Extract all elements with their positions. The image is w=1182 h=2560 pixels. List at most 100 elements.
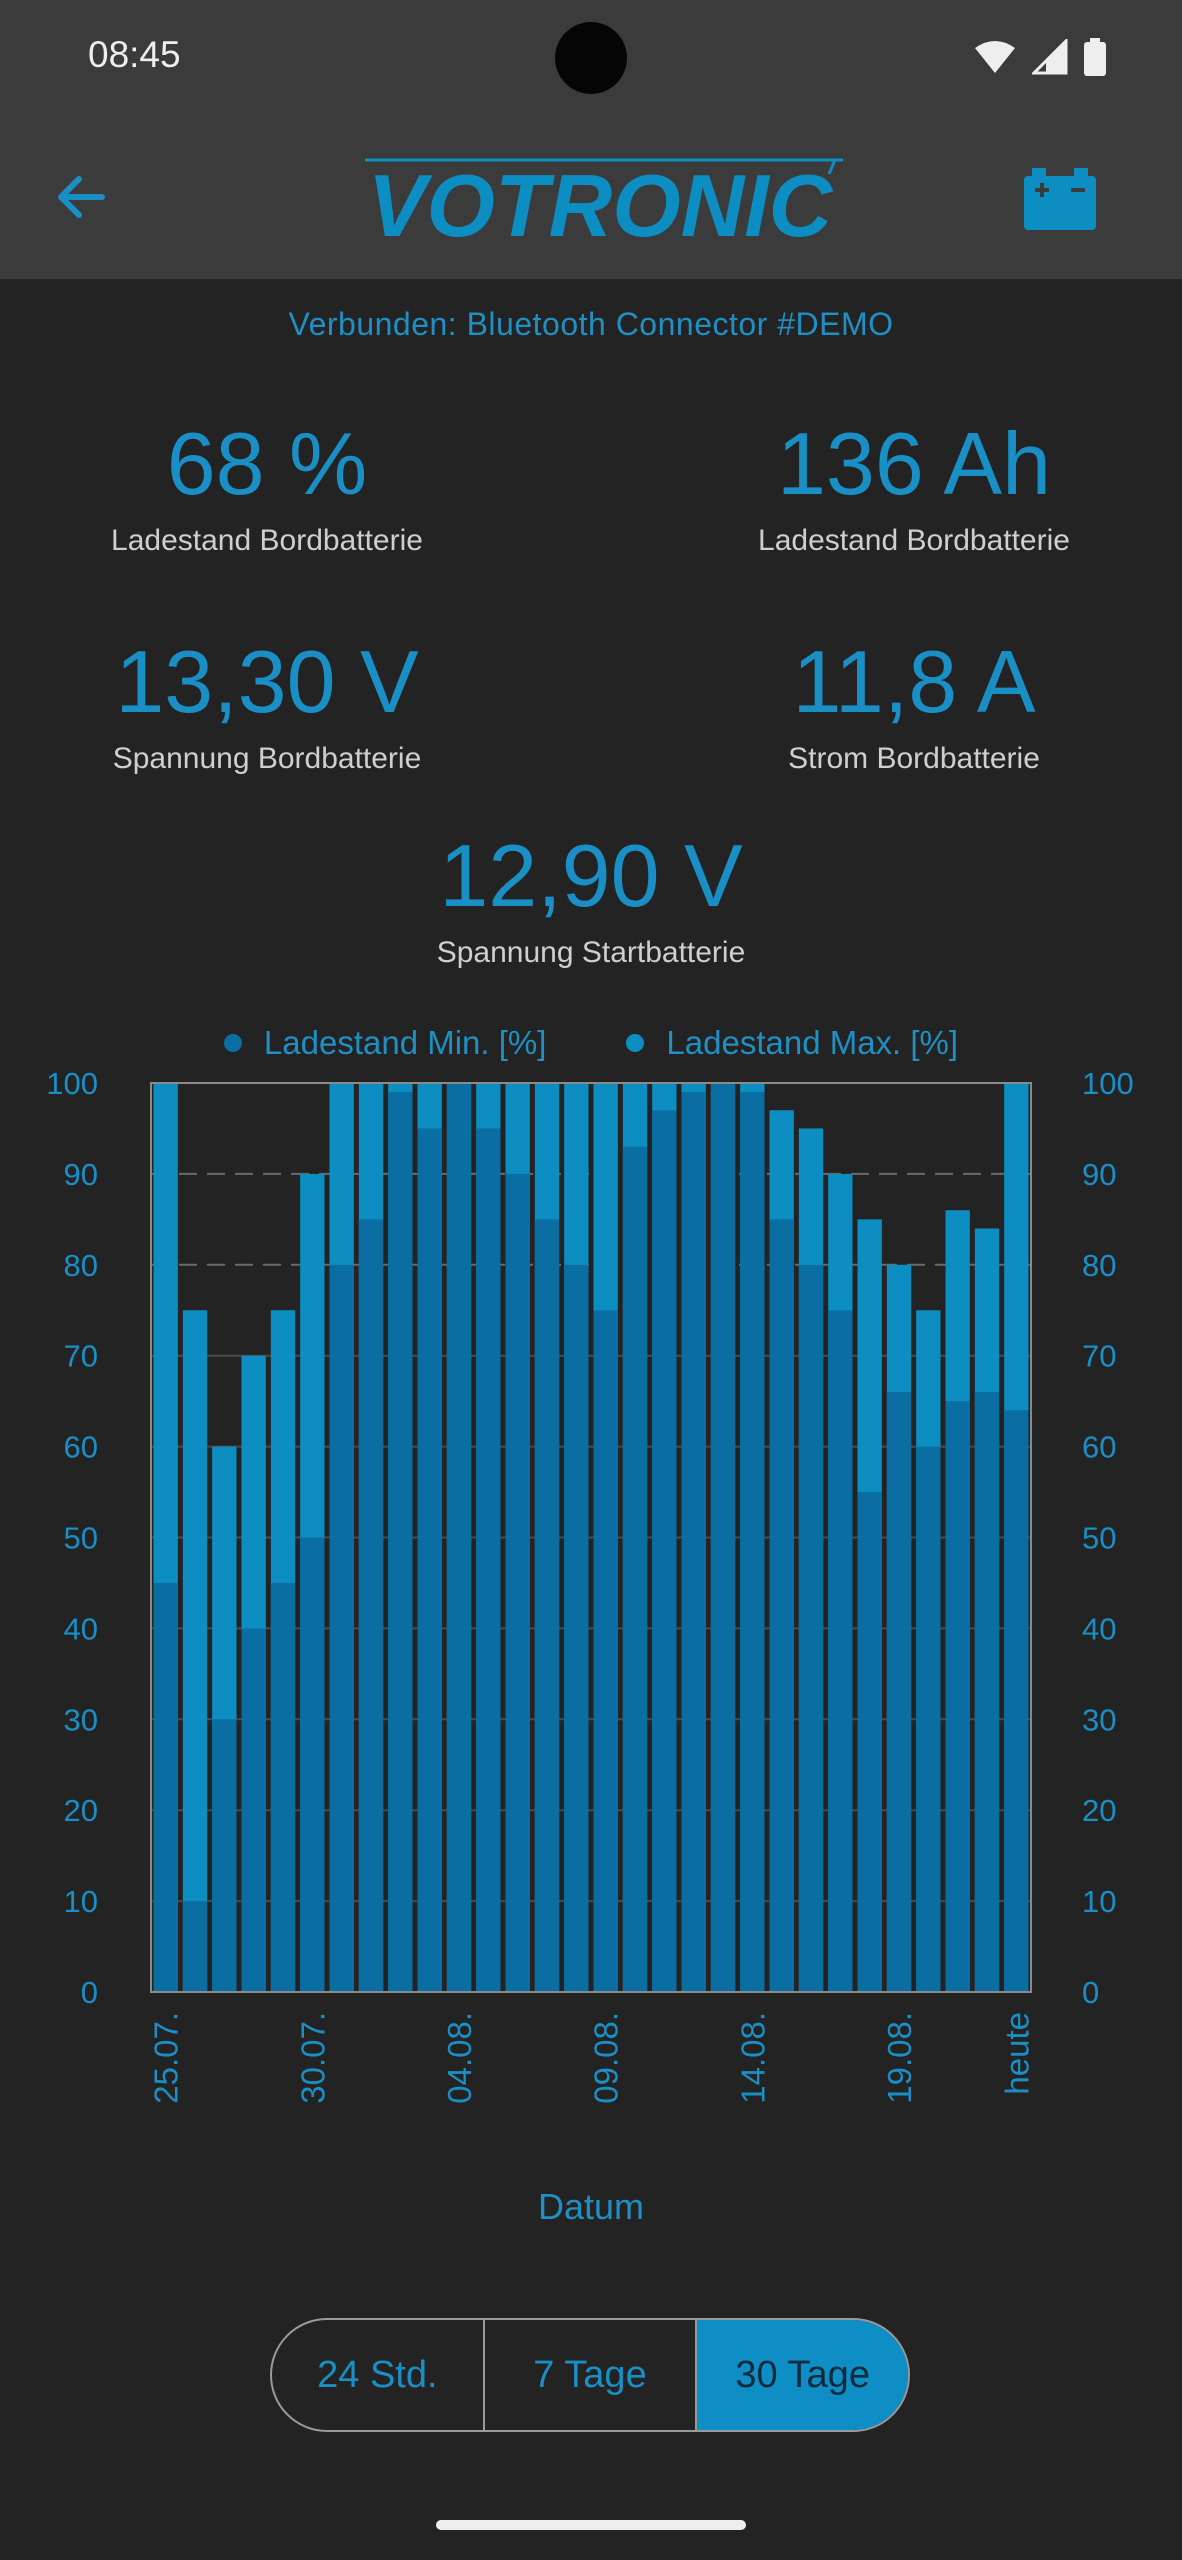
y-tick-label-left: 50 [64,1521,98,1556]
x-tick-label: heute [998,2012,1035,2095]
y-tick-label-left: 20 [64,1793,98,1828]
y-tick-label-left: 0 [81,1975,98,2010]
bar-min [241,1628,266,1992]
camera-cutout [555,22,627,94]
x-tick-label: 09.08. [588,2012,625,2104]
app-bar [0,118,1182,279]
battery-icon[interactable] [1020,168,1100,230]
metric-label: Ladestand Bordbatterie [111,524,423,557]
metric-label: Spannung Bordbatterie [112,742,422,775]
y-tick-label-left: 80 [64,1248,98,1283]
bar-min [182,1901,208,1992]
y-tick-label-right: 70 [1082,1339,1116,1374]
metric-label: Ladestand Bordbatterie [758,524,1070,557]
y-tick-label-left: 30 [64,1702,98,1737]
range-option-24h[interactable]: 24 Std. [272,2320,485,2430]
bar-min [681,1092,706,1992]
bar-min [388,1092,413,1992]
bar-min [534,1219,560,1992]
metric-soc-percent: 68 % Ladestand Bordbatterie [0,420,537,558]
legend-dot-max [626,1034,645,1052]
connection-status: Verbunden: Bluetooth Connector #DEMO [288,306,894,342]
bar-min [153,1582,178,1992]
range-option-7d[interactable]: 7 Tage [485,2320,698,2430]
bar-min [593,1310,618,1992]
votronic-logo: VOTRONIC [365,156,843,245]
bar-min [740,1092,765,1992]
x-axis-title: Datum [537,2186,645,2227]
y-tick-label-left: 10 [64,1884,98,1919]
bar-min [417,1128,442,1992]
status-bar: 08:45 [0,0,1182,118]
y-tick-label-right: 0 [1082,1975,1099,2010]
metric-value: 12,90 V [439,826,743,925]
x-tick-label: 30.07. [294,2012,331,2104]
y-tick-label-right: 90 [1082,1157,1116,1192]
bar-min [945,1401,970,1992]
bar-min [505,1173,530,1992]
range-option-30d[interactable]: 30 Tage [697,2320,908,2430]
x-tick-label: 25.07. [148,2012,185,2104]
y-tick-label-right: 10 [1082,1884,1116,1919]
bar-min [857,1492,882,1992]
bar-min [300,1537,325,1992]
chart-legend: Ladestand Min. [%] Ladestand Max. [%] [0,1024,1182,1062]
bar-min [358,1219,384,1992]
y-tick-label-left: 40 [64,1611,98,1646]
x-tick-label: 19.08. [881,2012,918,2104]
metric-soc-ah: 136 Ah Ladestand Bordbatterie [644,420,1182,558]
back-arrow-icon[interactable] [52,168,110,226]
bar-min [270,1582,296,1992]
legend-label-max: Ladestand Max. [%] [666,1024,959,1061]
y-tick-label-left: 90 [64,1157,98,1192]
bar-min [652,1110,677,1992]
y-tick-label-right: 60 [1082,1430,1116,1465]
bar-min [828,1310,853,1992]
home-indicator[interactable] [436,2520,746,2530]
metric-label: Strom Bordbatterie [788,742,1040,775]
y-tick-label-left: 70 [64,1339,98,1374]
bar-min [212,1719,237,1992]
y-tick-label-right: 20 [1082,1793,1116,1828]
y-tick-label-right: 80 [1082,1248,1116,1283]
metric-voltage-start: 12,90 V Spannung Startbatterie [321,832,861,970]
bar-min [1004,1410,1029,1992]
x-tick-label: 14.08. [734,2012,771,2104]
metric-current-board: 11,8 A Strom Bordbatterie [644,638,1182,776]
y-tick-label-right: 50 [1082,1521,1116,1556]
y-tick-label-right: 40 [1082,1611,1116,1646]
status-time: 08:45 [88,34,181,75]
bar-min [446,1083,472,1992]
metric-label: Spannung Startbatterie [436,936,746,969]
bar-max [182,1310,208,1992]
metric-voltage-board: 13,30 V Spannung Bordbatterie [0,638,537,776]
bar-min [710,1083,736,1992]
wifi-icon [975,41,1015,73]
bar-min [974,1392,1000,1992]
x-tick-label: 04.08. [441,2012,478,2104]
y-tick-label-right: 30 [1082,1702,1116,1737]
legend-dot-min [223,1034,242,1052]
soc-bar-chart: 0 0 10 10 20 20 30 30 40 40 50 50 60 60 70 70 80 80 90 90 10… [46,1066,1134,2104]
metric-value: 13,30 V [115,632,419,731]
bar-min [798,1264,824,1992]
signal-icon [1032,39,1068,75]
metric-value: 11,8 A [792,632,1036,731]
y-tick-label-left: 60 [64,1430,98,1465]
metric-value: 68 % [166,414,368,513]
y-tick-label-right: 100 [1082,1066,1134,1101]
bar-min [622,1146,648,1992]
bar-min [564,1264,589,1992]
range-selector: 24 Std. 7 Tage 30 Tage [270,2318,910,2432]
legend-item-min[interactable]: Ladestand Min. [%] [223,1024,547,1062]
legend-item-max[interactable]: Ladestand Max. [%] [626,1024,958,1062]
battery-status-icon [1084,38,1106,76]
plot-frame [150,1082,1032,1993]
legend-label-min: Ladestand Min. [%] [263,1024,547,1061]
bar-min [476,1128,501,1992]
status-icons [974,38,1106,76]
bar-min [916,1446,941,1992]
bar-min [329,1264,354,1992]
metric-value: 136 Ah [776,414,1052,513]
logo-text: VOTRONIC [368,156,834,245]
